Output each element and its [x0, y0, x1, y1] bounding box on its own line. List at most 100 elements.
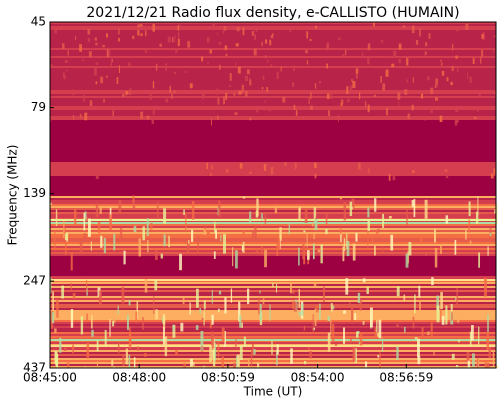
- spectrogram-streak: [183, 209, 185, 216]
- spectrogram-streak: [142, 317, 144, 330]
- spectrogram-streak: [465, 229, 467, 240]
- spectrogram-streak: [64, 74, 66, 80]
- spectrogram-row: [50, 72, 496, 74]
- spectrogram-streak: [95, 81, 98, 85]
- spectrogram-streak: [245, 75, 248, 82]
- x-tick-label: 08:56:59: [379, 371, 433, 385]
- spectrogram-streak: [434, 247, 438, 268]
- spectrogram-streak: [70, 283, 72, 291]
- spectrogram-row: [50, 240, 496, 242]
- spectrogram-streak: [290, 348, 293, 364]
- spectrogram-streak: [334, 343, 338, 346]
- spectrogram-streak: [246, 69, 250, 75]
- spectrogram-row: [50, 310, 496, 312]
- spectrogram-streak: [406, 208, 408, 227]
- spectrogram-streak: [85, 216, 88, 222]
- spectrogram-streak: [314, 308, 317, 326]
- spectrogram-streak: [340, 102, 343, 106]
- spectrogram-streak: [478, 326, 480, 345]
- spectrogram-streak: [456, 68, 459, 73]
- spectrogram-streak: [117, 305, 119, 315]
- spectrogram-streak: [326, 93, 330, 99]
- spectrogram-streak: [358, 92, 361, 100]
- spectrogram-streak: [122, 355, 125, 366]
- spectrogram-streak: [186, 238, 190, 254]
- spectrogram-streak: [264, 100, 266, 103]
- spectrogram-streak: [102, 44, 105, 48]
- spectrogram-streak: [138, 238, 142, 257]
- spectrogram-streak: [271, 341, 273, 355]
- spectrogram-streak: [54, 29, 58, 34]
- spectrogram-streak: [472, 57, 475, 65]
- spectrogram-streak: [347, 98, 350, 103]
- spectrogram-streak: [217, 115, 219, 120]
- spectrogram-streak: [88, 51, 92, 58]
- spectrogram-streak: [104, 329, 107, 346]
- spectrogram-streak: [403, 326, 406, 333]
- spectrogram-streak: [368, 168, 370, 173]
- spectrogram-row: [50, 32, 496, 34]
- spectrogram-row: [50, 110, 496, 112]
- spectrogram-streak: [451, 353, 455, 360]
- spectrogram-streak: [50, 202, 52, 206]
- spectrogram-streak: [253, 48, 257, 56]
- spectrogram-streak: [440, 292, 443, 309]
- spectrogram-streak: [203, 311, 205, 326]
- spectrogram-streak: [171, 37, 174, 43]
- spectrogram-streak: [398, 101, 400, 108]
- spectrogram-row: [50, 226, 496, 228]
- spectrogram-row: [50, 48, 496, 50]
- spectrogram-streak: [276, 350, 278, 366]
- spectrogram-row: [50, 194, 496, 196]
- spectrogram-row: [50, 272, 496, 274]
- spectrogram-row: [50, 208, 496, 210]
- spectrogram-streak: [427, 331, 430, 336]
- spectrogram-streak: [177, 25, 180, 31]
- spectrogram-streak: [484, 277, 487, 297]
- spectrogram-row: [50, 174, 496, 176]
- spectrogram-streak: [94, 37, 98, 41]
- spectrogram-row: [50, 152, 496, 154]
- spectrogram-streak: [191, 229, 194, 243]
- spectrogram-streak: [312, 243, 315, 260]
- spectrogram-row: [50, 292, 496, 294]
- spectrogram-streak: [152, 23, 155, 32]
- spectrogram-streak: [315, 25, 318, 29]
- spectrogram-streak: [289, 27, 292, 33]
- y-tick-label: 139: [23, 186, 46, 200]
- spectrogram-streak: [290, 281, 293, 294]
- spectrogram-streak: [456, 116, 459, 123]
- spectrogram-streak: [327, 316, 331, 322]
- spectrogram-row: [50, 306, 496, 308]
- spectrogram-streak: [253, 226, 257, 241]
- spectrogram-streak: [140, 33, 143, 37]
- spectrogram-streak: [95, 203, 99, 217]
- spectrogram-streak: [310, 105, 313, 110]
- spectrogram-streak: [345, 278, 349, 295]
- spectrogram-row: [50, 202, 496, 204]
- spectrogram-streak: [315, 207, 317, 218]
- spectrogram-row: [50, 190, 496, 192]
- spectrogram-row: [50, 148, 496, 150]
- spectrogram-streak: [155, 309, 158, 320]
- spectrogram-streak: [64, 59, 68, 64]
- spectrogram-streak: [144, 352, 147, 357]
- spectrogram-row: [50, 134, 496, 136]
- spectrogram-streak: [450, 304, 453, 312]
- spectrogram-row: [50, 130, 496, 132]
- spectrogram-row: [50, 128, 496, 130]
- spectrogram-row: [50, 228, 496, 230]
- spectrogram-streak: [292, 300, 295, 310]
- spectrogram-streak: [276, 283, 278, 293]
- spectrogram-streak: [214, 342, 217, 361]
- spectrogram-row: [50, 264, 496, 266]
- spectrogram-streak: [469, 331, 472, 347]
- spectrogram-row: [50, 334, 496, 336]
- spectrogram-streak: [74, 35, 77, 41]
- spectrogram-streak: [261, 41, 263, 47]
- spectrogram-streak: [165, 63, 167, 71]
- spectrogram-streak: [221, 327, 225, 342]
- spectrogram-streak: [267, 59, 269, 63]
- spectrogram-streak: [412, 170, 415, 173]
- spectrogram-streak: [412, 77, 414, 83]
